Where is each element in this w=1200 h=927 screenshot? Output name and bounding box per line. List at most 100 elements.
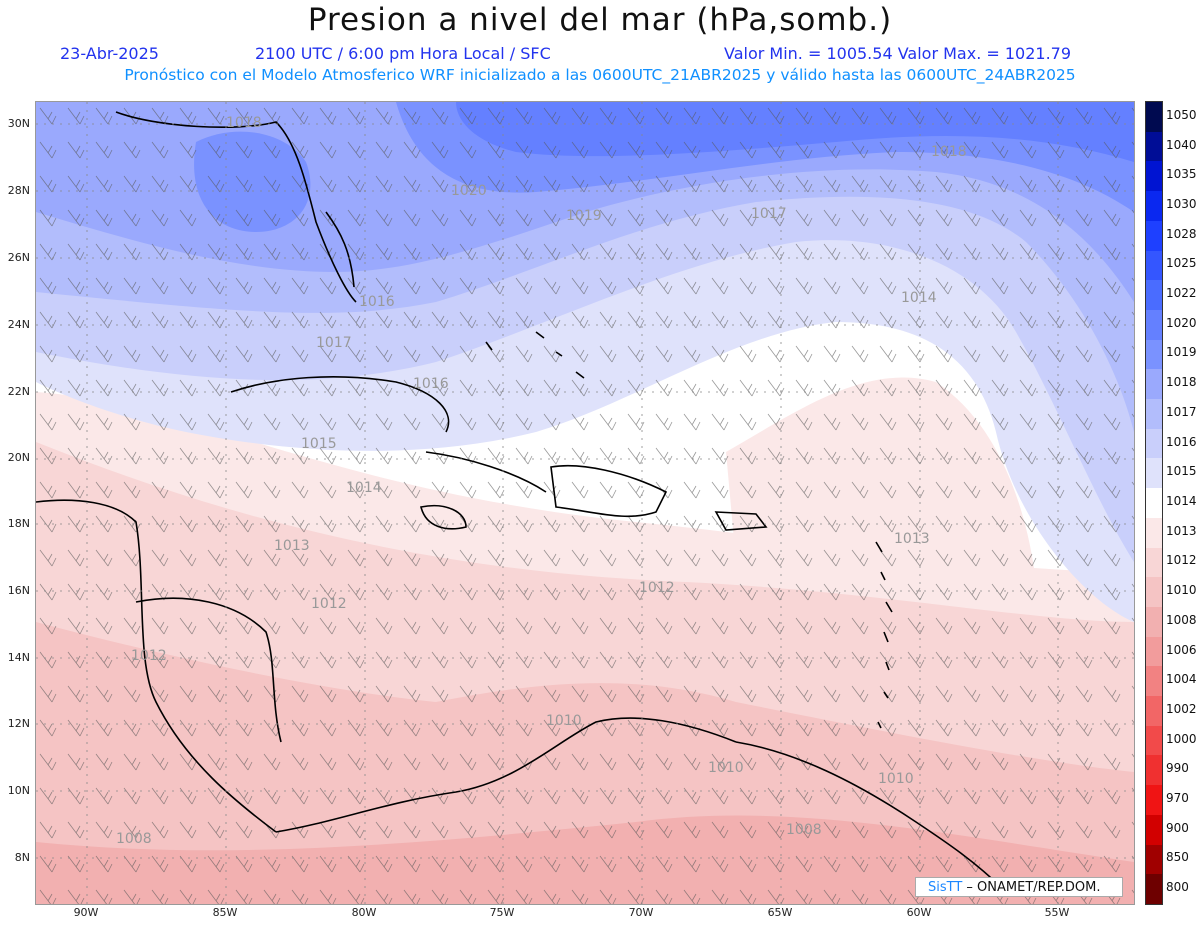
contour-label: 1017	[316, 335, 352, 351]
contour-label: 1018	[226, 115, 262, 131]
colorbar-cell	[1146, 666, 1162, 697]
colorbar-label: 1008	[1166, 612, 1197, 627]
lat-label: 22N	[7, 385, 30, 398]
colorbar-cell	[1146, 102, 1162, 133]
contour-label: 1017	[751, 206, 787, 222]
contour-label: 1013	[274, 538, 310, 554]
colorbar-cell	[1146, 517, 1162, 549]
forecast-info: Pronóstico con el Modelo Atmosferico WRF…	[124, 66, 1076, 84]
colorbar-label: 1012	[1166, 553, 1197, 568]
colorbar-cell	[1146, 547, 1162, 578]
lat-label: 24N	[7, 318, 30, 331]
colorbar-cell	[1146, 844, 1162, 875]
colorbar-label: 1014	[1166, 494, 1197, 508]
lat-label: 20N	[7, 451, 30, 464]
colorbar-cell	[1146, 131, 1162, 162]
min-max-label: Valor Min. = 1005.54 Valor Max. = 1021.7…	[724, 44, 1072, 63]
colorbar-cell	[1146, 428, 1162, 459]
colorbar-cell	[1146, 577, 1162, 608]
lon-label: 55W	[1044, 906, 1070, 919]
contour-label: 1010	[546, 713, 582, 729]
colorbar-cell	[1146, 606, 1162, 638]
colorbar-label: 1028	[1166, 226, 1197, 241]
colorbar-cell	[1146, 785, 1162, 816]
colorbar-cell	[1146, 369, 1162, 400]
colorbar-cell	[1146, 399, 1162, 430]
colorbar-cell	[1146, 250, 1162, 281]
map-title: Presion a nivel del mar (hPa,somb.)	[307, 2, 893, 38]
lon-label: 85W	[212, 906, 238, 919]
colorbar-label: 1016	[1166, 434, 1197, 449]
lat-label: 10N	[7, 784, 30, 797]
colorbar-label: 1010	[1166, 583, 1197, 598]
contour-label: 1019	[566, 208, 602, 224]
contour-label: 1010	[878, 771, 914, 787]
lat-label: 16N	[7, 584, 30, 597]
credit-brand: SisTT	[928, 880, 963, 895]
colorbar-label: 1050	[1166, 107, 1197, 122]
colorbar-cell	[1146, 755, 1162, 786]
colorbar-label: 1000	[1166, 731, 1197, 746]
contour-label: 1008	[116, 831, 152, 847]
pressure-map: 1018 1020 1019 1017 1018 1016 1014 1017 …	[35, 101, 1135, 905]
credit-text: – ONAMET/REP.DOM.	[962, 880, 1101, 895]
contour-label: 1012	[639, 580, 675, 596]
colorbar-label: 1020	[1166, 315, 1197, 330]
contour-label: 1014	[901, 290, 937, 306]
colorbar-cell	[1146, 280, 1162, 311]
colorbar-label: 1030	[1166, 196, 1197, 211]
contour-label: 1014	[346, 480, 382, 496]
contour-label: 1010	[708, 760, 744, 776]
lat-label: 28N	[7, 184, 30, 197]
time-label: 2100 UTC / 6:00 pm Hora Local / SFC	[255, 44, 551, 63]
date-label: 23-Abr-2025	[60, 44, 159, 63]
colorbar-label: 1025	[1166, 256, 1197, 271]
colorbar-cell	[1146, 220, 1162, 252]
lon-label: 65W	[767, 906, 793, 919]
colorbar-label: 1013	[1166, 523, 1197, 538]
colorbar-label: 1022	[1166, 286, 1197, 301]
colorbar-label: 1019	[1166, 345, 1197, 360]
contour-label: 1016	[413, 376, 449, 392]
colorbar-label: 1015	[1166, 464, 1197, 479]
colorbar-cell	[1146, 814, 1162, 846]
colorbar-label: 970	[1166, 791, 1189, 806]
contour-label: 1015	[301, 436, 337, 452]
colorbar-cell	[1146, 725, 1162, 756]
contour-label: 1020	[451, 183, 487, 199]
colorbar-label: 1006	[1166, 642, 1197, 657]
colorbar-label: 1017	[1166, 404, 1197, 419]
lon-label: 60W	[906, 906, 932, 919]
colorbar-label: 1002	[1166, 701, 1197, 716]
contour-label: 1012	[311, 596, 347, 612]
colorbar-cell	[1146, 309, 1162, 341]
lat-label: 14N	[7, 651, 30, 664]
colorbar-label: 1018	[1166, 375, 1197, 390]
colorbar-label: 800	[1166, 880, 1189, 895]
lon-label: 70W	[628, 906, 654, 919]
credit-box: SisTT – ONAMET/REP.DOM.	[915, 877, 1123, 897]
colorbar-label: 990	[1166, 761, 1189, 776]
contour-label: 1013	[894, 531, 930, 547]
colorbar-label: 1004	[1166, 672, 1197, 687]
colorbar-label: 1040	[1166, 137, 1197, 152]
colorbar-cell	[1146, 458, 1162, 489]
contour-label: 1016	[359, 294, 395, 310]
colorbar-cell	[1146, 696, 1162, 727]
contour-label: 1018	[931, 144, 967, 160]
colorbar-cell	[1146, 339, 1162, 370]
lat-label: 26N	[7, 251, 30, 264]
header-info-line: 23-Abr-2025 2100 UTC / 6:00 pm Hora Loca…	[0, 44, 1200, 64]
colorbar-label: 900	[1166, 820, 1189, 835]
colorbar-cell	[1146, 191, 1162, 222]
lat-label: 18N	[7, 517, 30, 530]
contour-label: 1012	[131, 648, 167, 664]
colorbar-label: 1035	[1166, 167, 1197, 182]
lat-label: 30N	[7, 117, 30, 130]
colorbar-label: 850	[1166, 850, 1189, 865]
colorbar-cell	[1146, 874, 1162, 905]
colorbar-cell	[1146, 161, 1162, 192]
lon-label: 80W	[351, 906, 377, 919]
contour-label: 1008	[786, 822, 822, 838]
map-canvas: 1018 1020 1019 1017 1018 1016 1014 1017 …	[36, 102, 1134, 904]
